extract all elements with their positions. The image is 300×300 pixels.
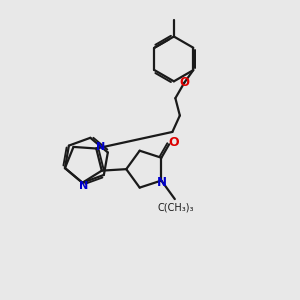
Text: O: O: [169, 136, 179, 149]
Text: C(CH₃)₃: C(CH₃)₃: [157, 202, 194, 212]
Text: O: O: [179, 76, 189, 89]
Text: N: N: [157, 176, 167, 190]
Text: N: N: [79, 181, 88, 191]
Text: N: N: [95, 142, 105, 152]
